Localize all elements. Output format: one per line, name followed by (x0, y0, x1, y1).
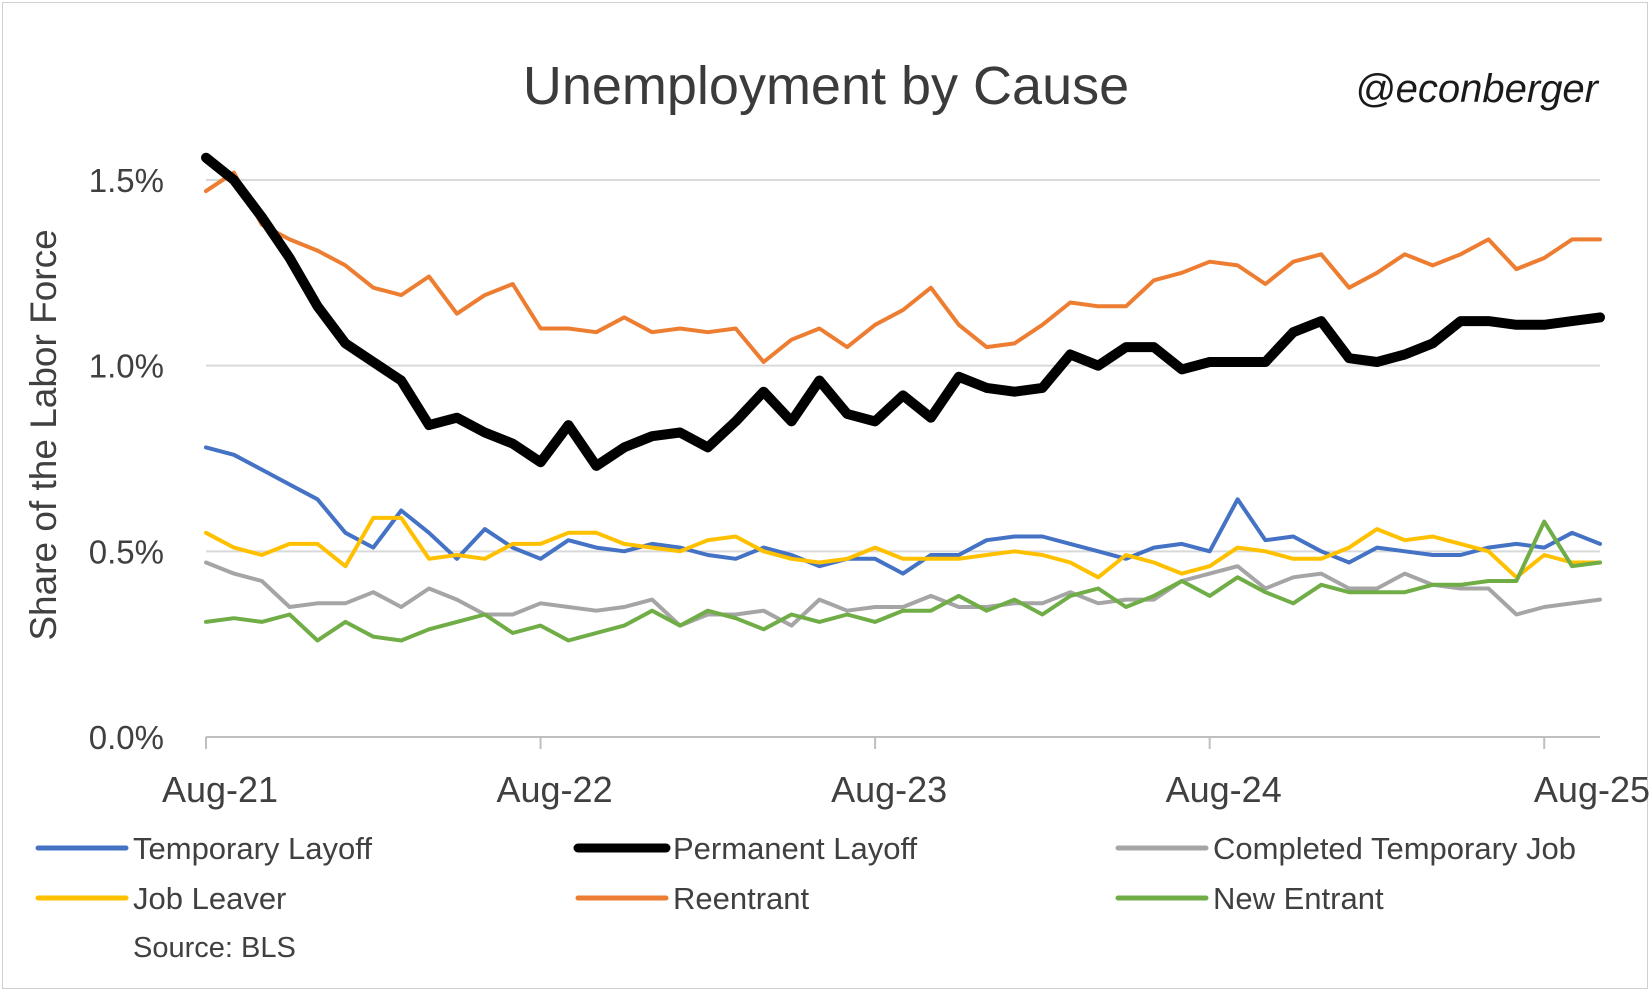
y-tick-label: 1.5% (89, 162, 164, 199)
y-tick-label: 1.0% (89, 348, 164, 385)
legend: Temporary Layoff Permanent Layoff Complete… (35, 831, 1576, 916)
legend-label: Reentrant (673, 881, 810, 916)
x-tick-label: Aug-23 (831, 769, 947, 810)
y-tick-label: 0.0% (89, 719, 164, 756)
gridlines (206, 179, 1600, 553)
series-line-new-entrant (204, 519, 1602, 643)
y-tick-label: 0.5% (89, 533, 164, 570)
x-tick-label: Aug-24 (1166, 769, 1282, 810)
legend-label: Job Leaver (133, 881, 286, 916)
x-tick-label: Aug-25 (1534, 769, 1650, 810)
legend-label: New Entrant (1213, 881, 1384, 916)
x-tick-label: Aug-21 (162, 769, 278, 810)
y-tick-labels: 0.0% 0.5% 1.0% 1.5% (89, 162, 164, 756)
series-lines (201, 152, 1605, 643)
source-note: Source: BLS (133, 932, 296, 964)
legend-label: Permanent Layoff (673, 831, 918, 866)
series-line-temporary-layoff (204, 445, 1602, 576)
series-line-reentrant (204, 170, 1602, 364)
author-handle: @econberger (1355, 67, 1600, 111)
legend-label: Completed Temporary Job (1213, 831, 1576, 866)
y-axis-label: Share of the Labor Force (23, 229, 64, 640)
series-line-permanent-layoff (201, 152, 1605, 471)
series-line-completed-temporary-job (204, 560, 1602, 628)
legend-label: Temporary Layoff (133, 831, 372, 866)
x-axis: Aug-21 Aug-22 Aug-23 Aug-24 Aug-25 (162, 736, 1650, 810)
chart-title: Unemployment by Cause (523, 56, 1129, 116)
series-line-job-leaver (204, 515, 1602, 580)
x-tick-label: Aug-22 (497, 769, 613, 810)
